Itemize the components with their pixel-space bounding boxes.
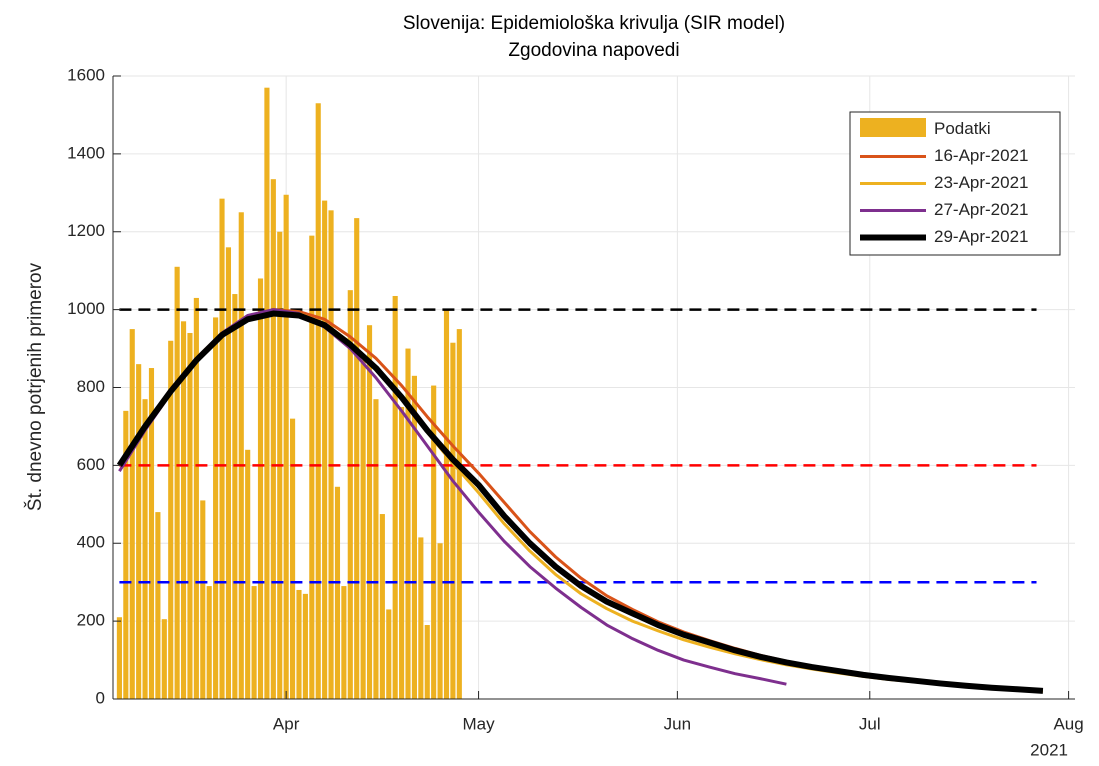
bar [341,586,347,699]
y-tick-label: 1400 [67,143,105,162]
bar [270,179,276,699]
bar [116,617,122,699]
bar [450,342,456,699]
bar [219,198,225,699]
y-tick-label: 800 [77,377,105,396]
bar [392,295,398,699]
plot-area [116,87,1044,700]
y-axis-label: Št. dnevno potrjenih primerov [24,262,46,511]
legend-label: 29-Apr-2021 [934,227,1029,246]
bar [155,512,161,699]
legend: Podatki 16-Apr-2021 23-Apr-2021 27-Apr-2021… [849,111,1061,256]
bar [437,543,443,699]
x-tick-label: Aug [1053,714,1083,733]
bar [296,589,302,699]
bar [245,449,251,699]
bar [264,87,270,699]
bar [161,619,167,699]
bar [213,317,219,699]
legend-label: 23-Apr-2021 [934,173,1029,192]
x-secondary-label: 2021 [1030,740,1068,759]
bar [373,399,379,699]
bar [411,375,417,699]
bar [386,609,392,699]
bar [232,294,238,699]
bar [431,385,437,699]
bar [354,218,360,699]
bar [360,360,366,699]
series-line [116,310,1044,694]
legend-swatch [860,118,926,137]
y-tick-label: 1000 [67,299,105,318]
chart-title: Slovenija: Epidemiološka krivulja (SIR m… [403,13,785,34]
bar [328,210,334,699]
bar [148,368,155,699]
bar [315,103,321,700]
bar [309,235,315,700]
bar [238,212,244,699]
y-tick-label: 1600 [67,65,105,84]
y-tick-label: 600 [77,455,105,474]
y-tick-label: 1200 [67,221,105,240]
bar [187,332,193,699]
y-tick-label: 200 [77,611,105,630]
bar [347,290,353,699]
bar [257,278,264,699]
x-tick-label: Jul [859,714,881,733]
bar [302,593,308,699]
bar [418,537,424,699]
bar [334,486,341,699]
bar [405,348,411,699]
legend-label: Podatki [934,119,991,138]
y-tick-label: 400 [77,533,105,552]
bar [193,297,199,699]
bar [206,586,212,699]
x-tick-label: Apr [273,714,300,733]
bar [129,329,135,699]
chart-subtitle: Zgodovina napovedi [508,40,679,61]
bar [456,329,462,699]
legend-label: 16-Apr-2021 [934,146,1029,165]
y-tick-label: 0 [96,688,105,707]
bar [200,500,206,699]
axes: 0 200 400 600 800 1000 1200 1400 1600 Apr May Jun Ju… [67,65,1084,733]
x-tick-label: May [462,714,495,733]
bar [123,410,129,699]
bar [174,266,180,699]
bar [379,514,385,699]
bar [180,321,187,699]
x-tick-label: Jun [664,714,691,733]
legend-label: 27-Apr-2021 [934,200,1029,219]
bar [366,325,373,699]
bar [443,309,450,699]
bar [142,399,148,699]
bar [399,406,405,699]
bar [251,586,257,699]
bar [322,200,328,699]
bar [225,247,232,699]
bar [290,418,296,699]
bar [136,364,142,699]
bar [168,340,174,699]
bar [424,625,430,699]
bar [283,194,289,699]
